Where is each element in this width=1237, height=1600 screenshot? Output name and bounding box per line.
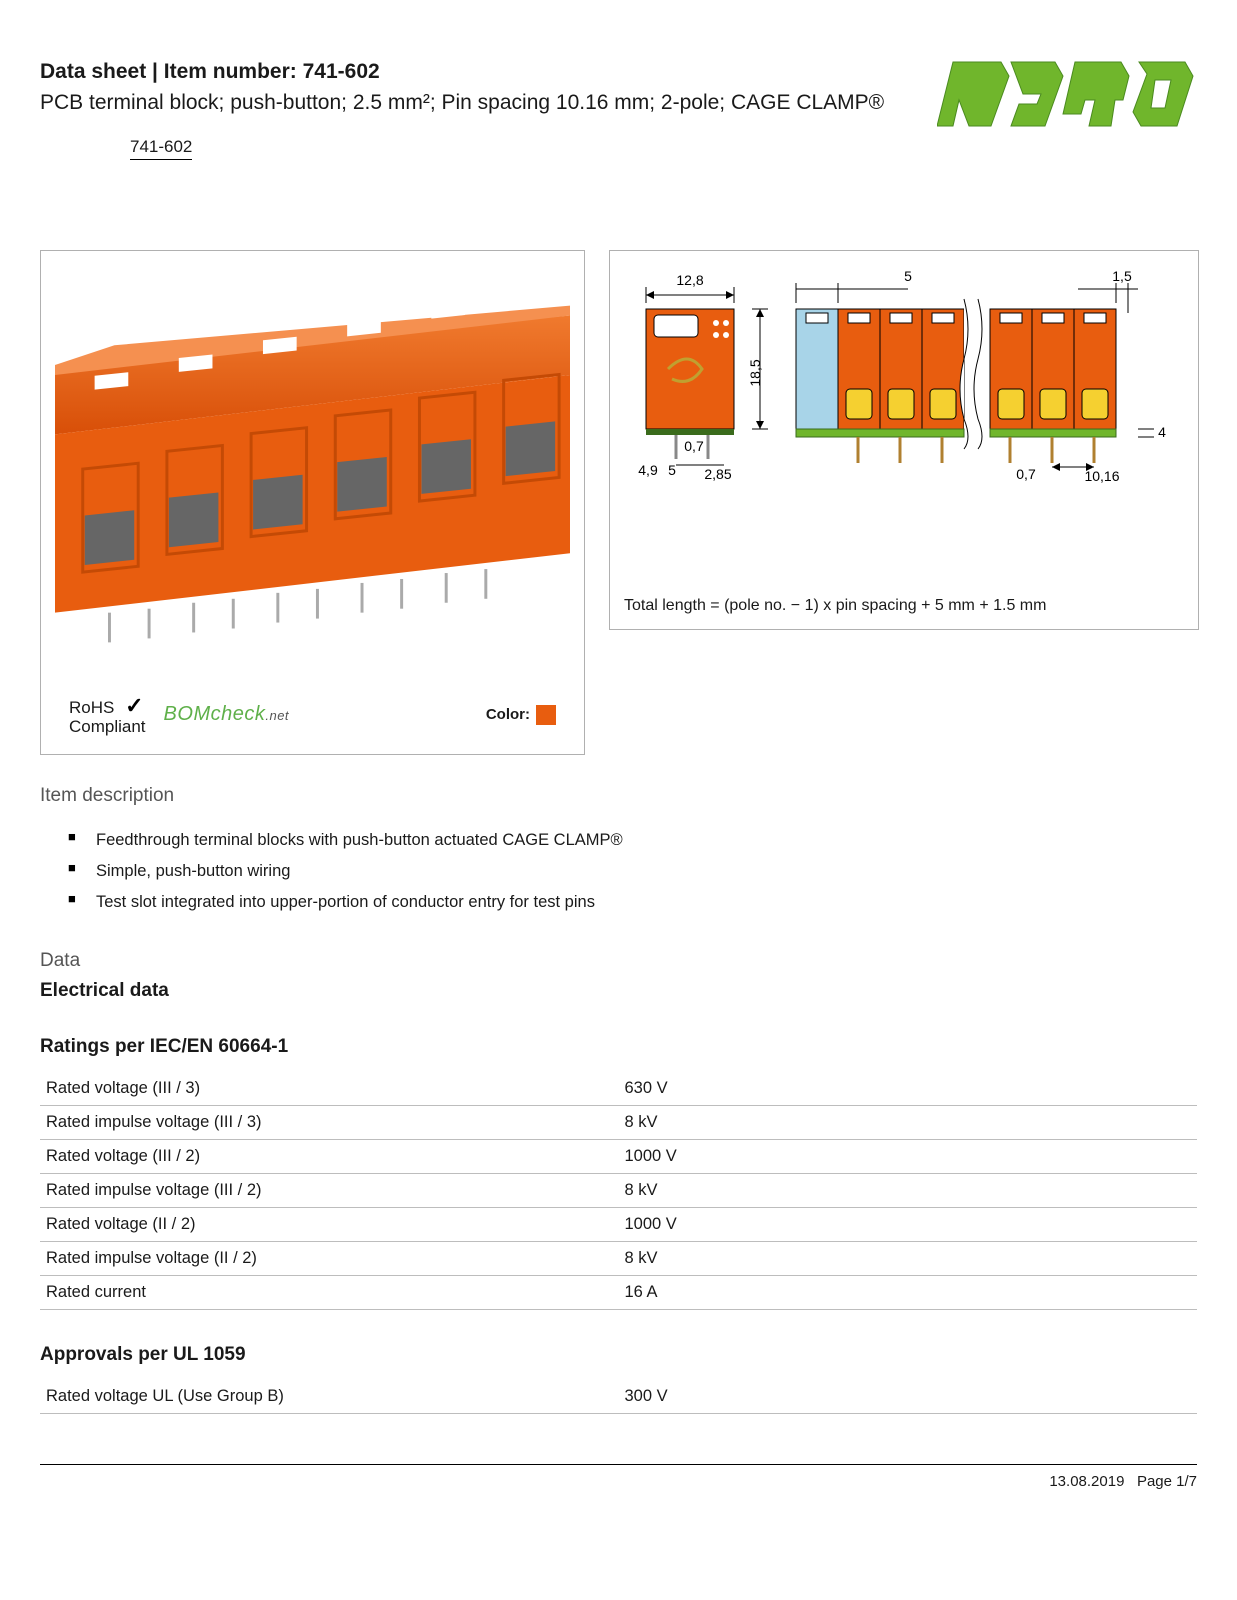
table-row: Rated voltage UL (Use Group B)300 V bbox=[40, 1380, 1197, 1414]
spec-label: Rated impulse voltage (III / 2) bbox=[40, 1174, 619, 1208]
spec-value: 300 V bbox=[619, 1380, 1198, 1414]
dim-bot-l: 4,9 bbox=[638, 462, 658, 478]
page-subtitle: PCB terminal block; push-button; 2.5 mm²… bbox=[40, 88, 917, 117]
data-subheading: Electrical data bbox=[40, 980, 1197, 1002]
bullet-text: Feedthrough terminal blocks with push-bu… bbox=[96, 831, 623, 849]
footer: 13.08.2019 Page 1/7 bbox=[40, 1473, 1197, 1490]
spec-label: Rated voltage UL (Use Group B) bbox=[40, 1380, 619, 1414]
table-row: Rated impulse voltage (II / 2)8 kV bbox=[40, 1242, 1197, 1276]
table-row: Rated voltage (III / 2)1000 V bbox=[40, 1140, 1197, 1174]
check-icon: ✓ bbox=[125, 693, 143, 718]
bullet-item: Feedthrough terminal blocks with push-bu… bbox=[68, 831, 1197, 850]
spec-label: Rated voltage (II / 2) bbox=[40, 1208, 619, 1242]
bullet-text: Simple, push-button wiring bbox=[96, 862, 290, 880]
length-formula: Total length = (pole no. − 1) x pin spac… bbox=[624, 597, 1184, 615]
color-swatch bbox=[536, 705, 556, 725]
item-number: 741-602 bbox=[130, 137, 192, 160]
spec-value: 8 kV bbox=[619, 1242, 1198, 1276]
table-title-1: Ratings per IEC/EN 60664-1 bbox=[40, 1036, 1197, 1058]
dim-w3: 1,5 bbox=[1112, 268, 1132, 284]
spec-value: 8 kV bbox=[619, 1106, 1198, 1140]
table-title-2: Approvals per UL 1059 bbox=[40, 1344, 1197, 1366]
data-heading: Data bbox=[40, 950, 1197, 972]
spec-label: Rated voltage (III / 2) bbox=[40, 1140, 619, 1174]
dimension-drawing-box: 12,8 18,5 4,9 5 0,7 2,85 bbox=[609, 250, 1199, 630]
page-title: Data sheet | Item number: 741-602 bbox=[40, 60, 917, 84]
approvals-ul-table: Rated voltage UL (Use Group B)300 V bbox=[40, 1380, 1197, 1414]
header-text: Data sheet | Item number: 741-602 PCB te… bbox=[40, 60, 917, 160]
image-panels: RoHS ✓ Compliant BOMcheck.net Color: bbox=[40, 250, 1197, 755]
dim-pcb-h: 4 bbox=[1158, 424, 1166, 440]
rohs-badge: RoHS ✓ Compliant bbox=[69, 694, 146, 737]
footer-date: 13.08.2019 bbox=[1049, 1473, 1124, 1490]
footer-rule bbox=[40, 1464, 1197, 1465]
ratings-iec-table: Rated voltage (III / 3)630 V Rated impul… bbox=[40, 1072, 1197, 1310]
bomcheck-suffix: .net bbox=[265, 708, 289, 723]
footer-page: Page 1/7 bbox=[1137, 1473, 1197, 1490]
dim-w2: 5 bbox=[904, 268, 912, 284]
dim-pin-off: 2,85 bbox=[704, 466, 731, 482]
dim-spacing: 10,16 bbox=[1084, 468, 1119, 484]
table-row: Rated current16 A bbox=[40, 1276, 1197, 1310]
spec-value: 8 kV bbox=[619, 1174, 1198, 1208]
spec-label: Rated impulse voltage (II / 2) bbox=[40, 1242, 619, 1276]
product-photo-box: RoHS ✓ Compliant BOMcheck.net Color: bbox=[40, 250, 585, 755]
dim-bot-r-off: 0,7 bbox=[1016, 466, 1036, 482]
rohs-line1: RoHS bbox=[69, 698, 114, 717]
bullet-item: Test slot integrated into upper-portion … bbox=[68, 893, 1197, 912]
spec-value: 630 V bbox=[619, 1072, 1198, 1106]
badge-row: RoHS ✓ Compliant BOMcheck.net Color: bbox=[55, 684, 570, 741]
dim-bot-l2: 5 bbox=[668, 462, 676, 478]
bullet-text: Test slot integrated into upper-portion … bbox=[96, 893, 595, 911]
spec-label: Rated impulse voltage (III / 3) bbox=[40, 1106, 619, 1140]
item-description-list: Feedthrough terminal blocks with push-bu… bbox=[40, 831, 1197, 912]
dim-w1: 12,8 bbox=[676, 272, 703, 288]
table-row: Rated impulse voltage (III / 3)8 kV bbox=[40, 1106, 1197, 1140]
color-label-text: Color: bbox=[486, 706, 530, 723]
color-indicator: Color: bbox=[486, 705, 556, 725]
dimension-drawing: 12,8 18,5 4,9 5 0,7 2,85 bbox=[618, 259, 1192, 559]
bomcheck-badge: BOMcheck.net bbox=[164, 703, 290, 726]
spec-label: Rated voltage (III / 3) bbox=[40, 1072, 619, 1106]
bullet-item: Simple, push-button wiring bbox=[68, 862, 1197, 881]
table-row: Rated voltage (III / 3)630 V bbox=[40, 1072, 1197, 1106]
product-render bbox=[55, 265, 570, 683]
rohs-line2: Compliant bbox=[69, 717, 146, 736]
table-row: Rated voltage (II / 2)1000 V bbox=[40, 1208, 1197, 1242]
dim-pin-w: 0,7 bbox=[684, 438, 704, 454]
spec-label: Rated current bbox=[40, 1276, 619, 1310]
brand-logo bbox=[937, 60, 1197, 128]
header: Data sheet | Item number: 741-602 PCB te… bbox=[40, 60, 1197, 160]
spec-value: 1000 V bbox=[619, 1140, 1198, 1174]
spec-value: 1000 V bbox=[619, 1208, 1198, 1242]
item-description-heading: Item description bbox=[40, 785, 1197, 807]
spec-value: 16 A bbox=[619, 1276, 1198, 1310]
table-row: Rated impulse voltage (III / 2)8 kV bbox=[40, 1174, 1197, 1208]
bomcheck-text: BOMcheck bbox=[164, 703, 266, 725]
dim-h: 18,5 bbox=[747, 360, 763, 387]
